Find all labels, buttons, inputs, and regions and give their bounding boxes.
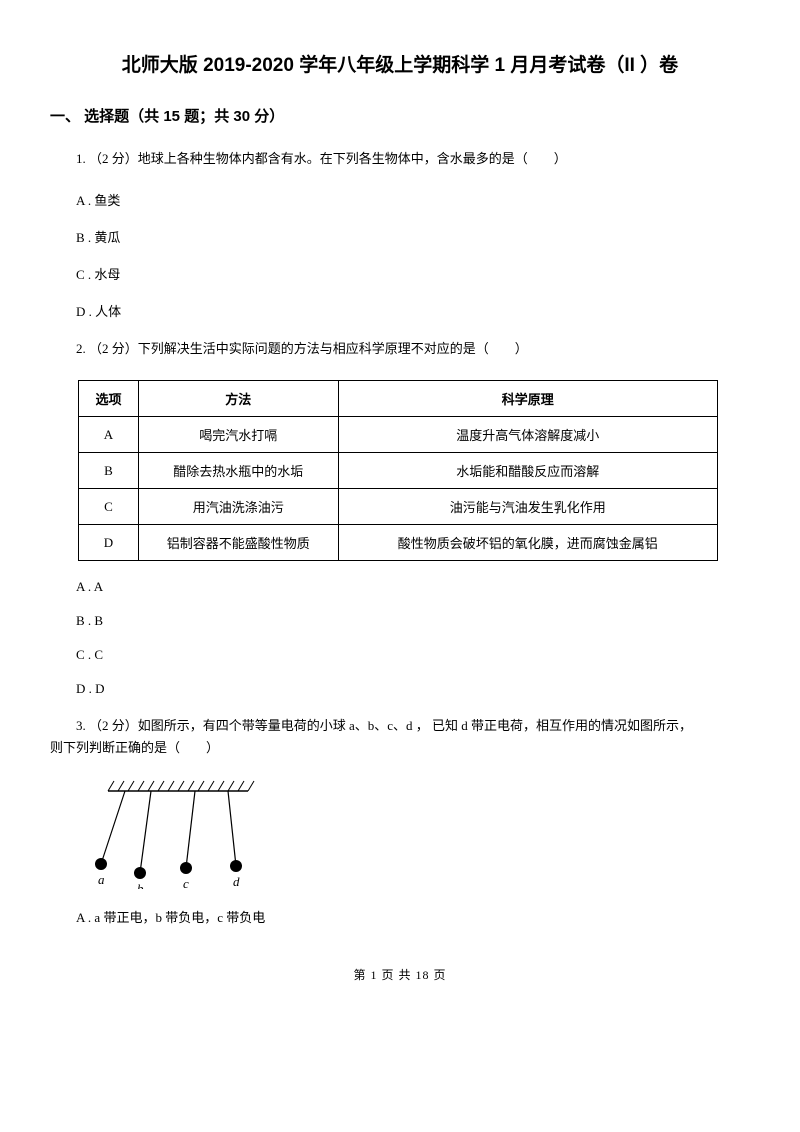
svg-text:a: a bbox=[98, 872, 105, 887]
q1-option-a: A . 鱼类 bbox=[50, 190, 750, 209]
cell: 油污能与汽油发生乳化作用 bbox=[338, 489, 717, 525]
cell: 水垢能和醋酸反应而溶解 bbox=[338, 453, 717, 489]
th-2: 科学原理 bbox=[338, 381, 717, 417]
svg-text:b: b bbox=[137, 881, 144, 889]
page-footer: 第 1 页 共 18 页 bbox=[50, 966, 750, 983]
table-row: A 喝完汽水打嗝 温度升高气体溶解度减小 bbox=[79, 417, 718, 453]
th-1: 方法 bbox=[138, 381, 338, 417]
svg-text:d: d bbox=[233, 874, 240, 889]
q2-stem: 2. （2 分）下列解决生活中实际问题的方法与相应科学原理不对应的是（ ） bbox=[50, 338, 750, 360]
q1-option-c: C . 水母 bbox=[50, 264, 750, 283]
table-row: B 醋除去热水瓶中的水垢 水垢能和醋酸反应而溶解 bbox=[79, 453, 718, 489]
cell: 温度升高气体溶解度减小 bbox=[338, 417, 717, 453]
q2-option-b: B . B bbox=[50, 613, 750, 629]
q3-stem-line2: 则下列判断正确的是（ ） bbox=[50, 737, 750, 759]
section-header: 一、 选择题（共 15 题；共 30 分） bbox=[50, 105, 750, 126]
cell: 喝完汽水打嗝 bbox=[138, 417, 338, 453]
cell: 醋除去热水瓶中的水垢 bbox=[138, 453, 338, 489]
cell: 铝制容器不能盛酸性物质 bbox=[138, 525, 338, 561]
table-row: C 用汽油洗涤油污 油污能与汽油发生乳化作用 bbox=[79, 489, 718, 525]
cell: D bbox=[79, 525, 139, 561]
th-0: 选项 bbox=[79, 381, 139, 417]
q3-option-a: A . a 带正电，b 带负电，c 带负电 bbox=[50, 907, 750, 926]
q2-table: 选项 方法 科学原理 A 喝完汽水打嗝 温度升高气体溶解度减小 B 醋除去热水瓶… bbox=[78, 380, 718, 561]
q3-stem-line1: 3. （2 分）如图所示，有四个带等量电荷的小球 a、b、c、d ， 已知 d … bbox=[50, 715, 750, 737]
q1-stem: 1. （2 分）地球上各种生物体内都含有水。在下列各生物体中，含水最多的是（ ） bbox=[50, 148, 750, 170]
cell: B bbox=[79, 453, 139, 489]
q2-option-d: D . D bbox=[50, 681, 750, 697]
cell: A bbox=[79, 417, 139, 453]
exam-title: 北师大版 2019-2020 学年八年级上学期科学 1 月月考试卷（II ）卷 bbox=[50, 50, 750, 77]
q2-option-a: A . A bbox=[50, 579, 750, 595]
cell: 酸性物质会破坏铝的氧化膜，进而腐蚀金属铝 bbox=[338, 525, 717, 561]
pendulum-diagram: a b c d bbox=[78, 779, 278, 889]
page: 北师大版 2019-2020 学年八年级上学期科学 1 月月考试卷（II ）卷 … bbox=[0, 0, 800, 1013]
q1-option-b: B . 黄瓜 bbox=[50, 227, 750, 246]
q2-option-c: C . C bbox=[50, 647, 750, 663]
table-header-row: 选项 方法 科学原理 bbox=[79, 381, 718, 417]
cell: 用汽油洗涤油污 bbox=[138, 489, 338, 525]
svg-text:c: c bbox=[183, 876, 189, 889]
q1-option-d: D . 人体 bbox=[50, 301, 750, 320]
cell: C bbox=[79, 489, 139, 525]
q3-figure: a b c d bbox=[78, 779, 750, 889]
table-row: D 铝制容器不能盛酸性物质 酸性物质会破坏铝的氧化膜，进而腐蚀金属铝 bbox=[79, 525, 718, 561]
